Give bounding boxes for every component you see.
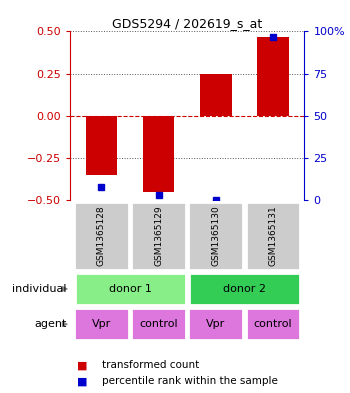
Bar [200, 73, 232, 116]
Bar [188, 202, 243, 270]
Bar [86, 116, 117, 175]
Bar [189, 273, 300, 305]
Bar [75, 273, 186, 305]
Title: GDS5294 / 202619_s_at: GDS5294 / 202619_s_at [112, 17, 262, 30]
Text: GSM1365131: GSM1365131 [268, 206, 278, 266]
Text: GSM1365128: GSM1365128 [97, 206, 106, 266]
Text: control: control [254, 319, 292, 329]
Text: GSM1365129: GSM1365129 [154, 206, 163, 266]
Text: GSM1365130: GSM1365130 [211, 206, 220, 266]
Text: donor 1: donor 1 [108, 284, 152, 294]
Bar [246, 202, 301, 270]
Text: ■: ■ [77, 360, 91, 371]
Bar [246, 308, 301, 340]
Bar [143, 116, 174, 192]
Bar [257, 37, 289, 116]
Text: agent: agent [34, 319, 66, 329]
Text: ■: ■ [77, 376, 91, 386]
Text: control: control [139, 319, 178, 329]
Text: Vpr: Vpr [92, 319, 111, 329]
Text: percentile rank within the sample: percentile rank within the sample [102, 376, 277, 386]
Bar [188, 308, 243, 340]
Text: Vpr: Vpr [206, 319, 225, 329]
Bar [131, 202, 186, 270]
Bar [74, 202, 129, 270]
Bar [131, 308, 186, 340]
Bar [74, 308, 129, 340]
Text: donor 2: donor 2 [223, 284, 266, 294]
Text: transformed count: transformed count [102, 360, 199, 371]
Text: individual: individual [12, 284, 66, 294]
